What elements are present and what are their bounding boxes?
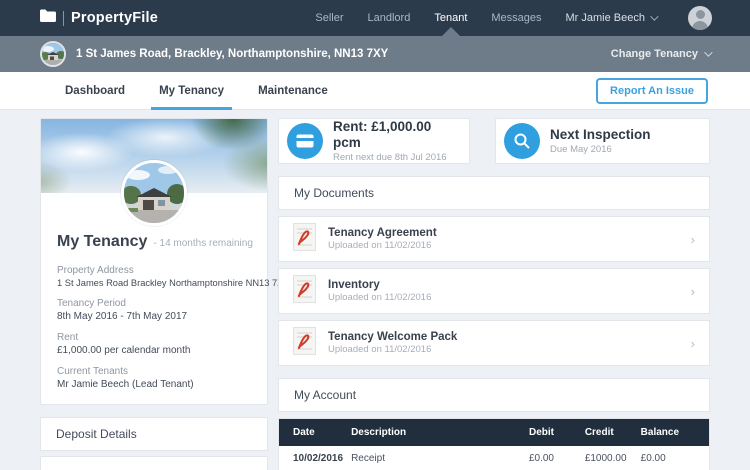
stats-row: Rent: £1,000.00 pcm Rent next due 8th Ju… bbox=[278, 118, 710, 164]
user-menu[interactable]: Mr Jamie Beech bbox=[565, 12, 659, 24]
top-nav-menu: Seller Landlord Tenant Messages Mr Jamie… bbox=[315, 0, 712, 36]
property-bar: 1 St James Road, Brackley, Northamptonsh… bbox=[0, 36, 750, 72]
inspection-title: Next Inspection bbox=[550, 127, 651, 143]
cell-date: 10/02/2016 bbox=[278, 446, 348, 470]
field-label: Rent bbox=[57, 332, 79, 343]
deposit-section-title: Deposit Details bbox=[40, 417, 268, 451]
inspection-stat-texts: Next Inspection Due May 2016 bbox=[550, 127, 651, 155]
field-rent: Rent £1,000.00 per calendar month bbox=[57, 332, 251, 356]
pdf-icon bbox=[293, 222, 316, 256]
rent-amount: Rent: £1,000.00 pcm bbox=[333, 119, 432, 150]
field-label: Property Address bbox=[57, 265, 134, 276]
tenancy-remaining: - 14 months remaining bbox=[153, 238, 253, 249]
column-header-date: Date bbox=[278, 418, 348, 446]
document-name: Inventory bbox=[328, 279, 380, 291]
inspection-due: Due May 2016 bbox=[550, 143, 612, 155]
account-section-title: My Account bbox=[278, 378, 710, 412]
field-tenancy-period: Tenancy Period 8th May 2016 - 7th May 20… bbox=[57, 298, 251, 322]
property-address: 1 St James Road, Brackley, Northamptonsh… bbox=[76, 48, 389, 60]
inspection-stat-card: Next Inspection Due May 2016 bbox=[495, 118, 710, 164]
document-row-inventory[interactable]: Inventory Uploaded on 11/02/2016 › bbox=[278, 268, 710, 314]
pdf-icon bbox=[293, 274, 316, 308]
field-current-tenants: Current Tenants Mr Jamie Beech (Lead Ten… bbox=[57, 366, 251, 390]
document-name: Tenancy Agreement bbox=[328, 227, 437, 239]
cell-balance: £0.00 bbox=[636, 446, 710, 470]
brand-name: PropertyFile bbox=[71, 10, 159, 26]
change-tenancy-button[interactable]: Change Tenancy bbox=[610, 48, 713, 60]
tenancy-title: My Tenancy bbox=[57, 233, 148, 250]
document-row-tenancy-agreement[interactable]: Tenancy Agreement Uploaded on 11/02/2016… bbox=[278, 216, 710, 262]
field-property-address: Property Address 1 St James Road Brackle… bbox=[57, 265, 290, 288]
account-section: My Account Date Description Debit Credit… bbox=[278, 378, 710, 470]
column-header-credit: Credit bbox=[580, 418, 637, 446]
tab-maintenance[interactable]: Maintenance bbox=[258, 84, 328, 97]
document-texts: Tenancy Agreement Uploaded on 11/02/2016 bbox=[328, 227, 437, 251]
property-banner-photo bbox=[41, 119, 267, 226]
nav-item-seller[interactable]: Seller bbox=[315, 12, 344, 24]
chevron-right-icon: › bbox=[690, 335, 695, 351]
tenancy-fields: Property Address 1 St James Road Brackle… bbox=[41, 251, 290, 404]
field-value: Mr Jamie Beech (Lead Tenant) bbox=[57, 379, 194, 390]
document-name: Tenancy Welcome Pack bbox=[328, 331, 458, 343]
chevron-right-icon: › bbox=[690, 283, 695, 299]
field-value: 8th May 2016 - 7th May 2017 bbox=[57, 311, 188, 322]
cell-credit: £1000.00 bbox=[580, 446, 637, 470]
document-uploaded: Uploaded on 11/02/2016 bbox=[328, 240, 432, 251]
document-uploaded: Uploaded on 11/02/2016 bbox=[328, 292, 432, 303]
page-content: My Tenancy - 14 months remaining Propert… bbox=[0, 110, 750, 470]
account-table-header: Date Description Debit Credit Balance bbox=[278, 418, 710, 446]
chevron-down-icon bbox=[650, 12, 659, 21]
rent-next-due: Rent next due 8th Jul 2016 bbox=[333, 151, 447, 163]
column-header-debit: Debit bbox=[524, 418, 581, 446]
document-row-welcome-pack[interactable]: Tenancy Welcome Pack Uploaded on 11/02/2… bbox=[278, 320, 710, 366]
tab-bar: Dashboard My Tenancy Maintenance Report … bbox=[0, 72, 750, 110]
folder-icon bbox=[40, 9, 56, 27]
nav-item-tenant[interactable]: Tenant bbox=[434, 0, 467, 36]
nav-item-messages[interactable]: Messages bbox=[491, 12, 542, 24]
tab-my-tenancy[interactable]: My Tenancy bbox=[151, 72, 233, 110]
document-texts: Tenancy Welcome Pack Uploaded on 11/02/2… bbox=[328, 331, 457, 355]
property-photo bbox=[121, 160, 187, 226]
search-icon bbox=[504, 123, 540, 159]
rent-stat-card: Rent: £1,000.00 pcm Rent next due 8th Ju… bbox=[278, 118, 470, 164]
user-name: Mr Jamie Beech bbox=[565, 12, 645, 24]
brand-logo[interactable]: PropertyFile bbox=[40, 9, 158, 27]
field-label: Tenancy Period bbox=[57, 298, 126, 309]
property-thumbnail bbox=[40, 41, 66, 67]
deposit-card: Deposit Amount £1000.00 bbox=[40, 456, 268, 470]
cell-debit: £0.00 bbox=[524, 446, 581, 470]
credit-card-icon bbox=[287, 123, 323, 159]
rent-stat-texts: Rent: £1,000.00 pcm Rent next due 8th Ju… bbox=[333, 119, 461, 162]
avatar[interactable] bbox=[688, 6, 712, 30]
documents-section-title: My Documents bbox=[278, 176, 710, 210]
change-tenancy-label: Change Tenancy bbox=[610, 48, 698, 60]
top-nav: PropertyFile Seller Landlord Tenant Mess… bbox=[0, 0, 750, 36]
documents-section: My Documents Tenancy Agreement Uploaded … bbox=[278, 176, 710, 366]
tab-dashboard[interactable]: Dashboard bbox=[65, 84, 126, 97]
left-column: My Tenancy - 14 months remaining Propert… bbox=[40, 118, 290, 470]
column-header-description: Description bbox=[347, 418, 525, 446]
field-value: 1 St James Road Brackley Northamptonshir… bbox=[57, 278, 290, 288]
account-table: Date Description Debit Credit Balance 10… bbox=[278, 418, 710, 470]
pdf-icon bbox=[293, 326, 316, 360]
field-value: £1,000.00 per calendar month bbox=[57, 345, 191, 356]
field-label: Current Tenants bbox=[57, 366, 128, 377]
document-texts: Inventory Uploaded on 11/02/2016 bbox=[328, 279, 431, 303]
brand-divider bbox=[63, 10, 64, 26]
right-column: Rent: £1,000.00 pcm Rent next due 8th Ju… bbox=[278, 118, 710, 470]
cell-description: Receipt bbox=[347, 446, 525, 470]
table-row: 10/02/2016 Receipt £0.00 £1000.00 £0.00 bbox=[278, 446, 710, 470]
nav-item-landlord[interactable]: Landlord bbox=[367, 12, 411, 24]
tenancy-summary-card: My Tenancy - 14 months remaining Propert… bbox=[40, 118, 290, 405]
chevron-down-icon bbox=[704, 48, 713, 57]
report-an-issue-button[interactable]: Report An Issue bbox=[596, 77, 708, 104]
document-uploaded: Uploaded on 11/02/2016 bbox=[328, 344, 432, 355]
deposit-section: Deposit Details Deposit Amount £1000.00 bbox=[40, 417, 268, 470]
chevron-right-icon: › bbox=[690, 231, 695, 247]
column-header-balance: Balance bbox=[636, 418, 710, 446]
tenancy-title-row: My Tenancy - 14 months remaining bbox=[41, 193, 267, 251]
